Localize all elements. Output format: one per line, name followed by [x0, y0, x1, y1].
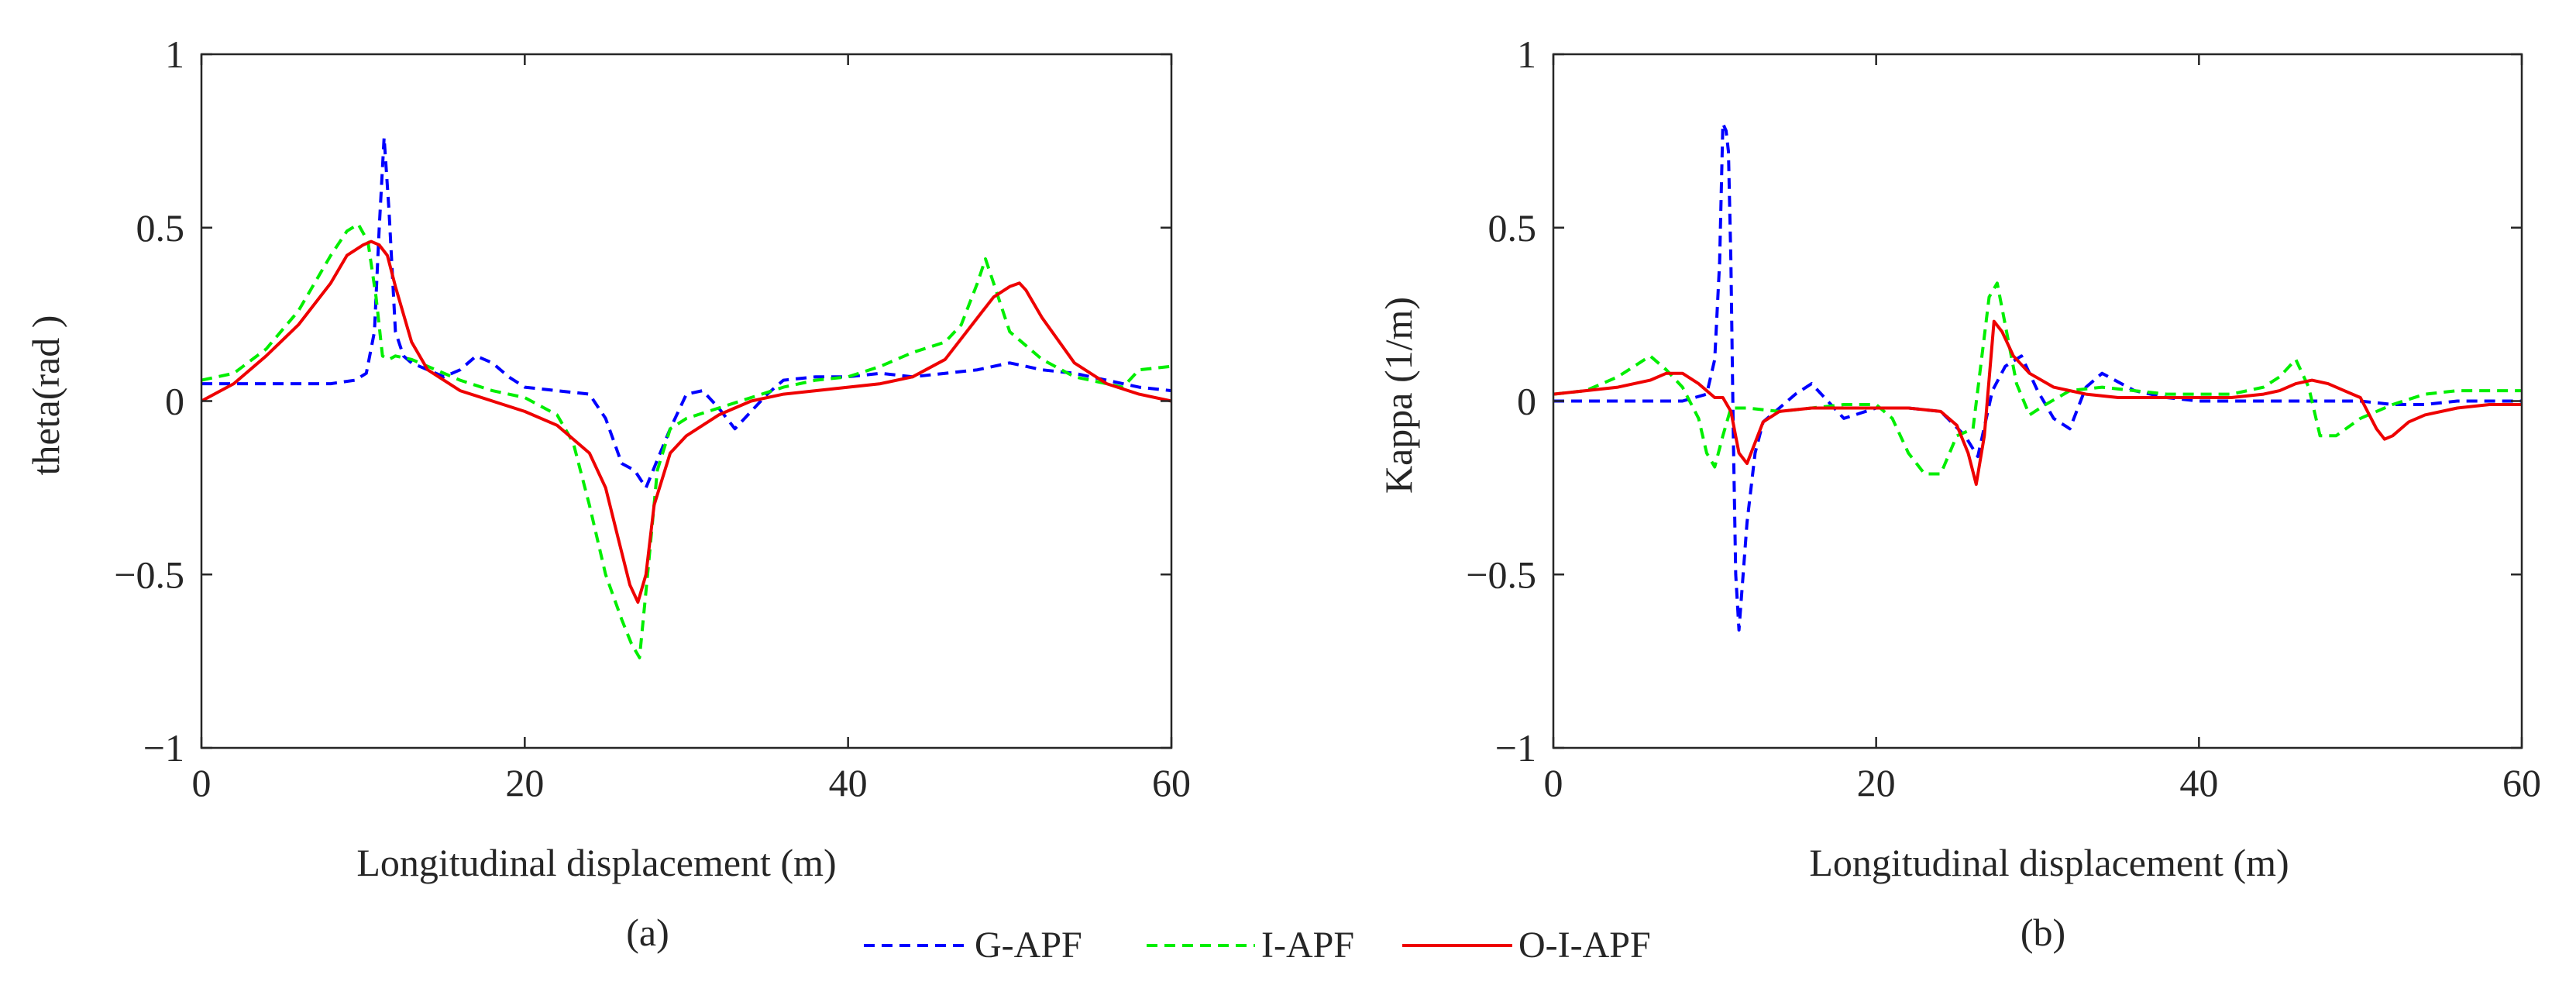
panel-a-ytick-label: 0.5 [136, 206, 185, 250]
panel-a-series-g-apf [201, 136, 1172, 490]
panel-a-xtick-label: 20 [505, 761, 544, 804]
panel-a-ytick-label: 0 [165, 380, 184, 423]
legend: G-APF I-APF O-I-APF [864, 925, 1651, 966]
panel-b-ytick-label: −1 [1495, 726, 1536, 770]
panel-b-caption: (b) [2021, 911, 2065, 954]
panel-b-xtick-label: 0 [1544, 761, 1563, 804]
panel-a-ytick-label: −0.5 [114, 553, 184, 596]
panel-a-ytick-label: 1 [165, 33, 184, 76]
panel-b-xtick-label: 40 [2179, 761, 2218, 804]
panel-b-ytick-label: 1 [1517, 33, 1536, 76]
panel-a-ylabel: theta(rad ) [24, 315, 67, 476]
panel-a-xtick-label: 60 [1152, 761, 1191, 804]
panel-a-xlabel: Longitudinal displacement (m) [356, 841, 836, 884]
panel-b-xtick-label: 20 [1857, 761, 1896, 804]
panel-b-xlabel: Longitudinal displacement (m) [1809, 841, 2289, 884]
legend-label-o-i-apf: O-I-APF [1518, 925, 1651, 966]
panel-b-series-o-i-apf [1553, 319, 2522, 486]
panel-a: theta(rad ) Longitudinal displacement (m… [24, 33, 1191, 954]
panel-b-ytick-label: 0.5 [1488, 206, 1537, 250]
panel-b-xtick-label: 60 [2502, 761, 2541, 804]
panel-b-axes-box [1552, 53, 2523, 749]
panel-a-xtick-label: 0 [192, 761, 212, 804]
legend-label-g-apf: G-APF [975, 925, 1082, 966]
panel-a-xtick-label: 40 [829, 761, 868, 804]
panel-a-series-o-i-apf [201, 239, 1172, 604]
panel-b-ytick-label: −0.5 [1466, 553, 1536, 596]
panel-b-ytick-label: 0 [1517, 380, 1536, 423]
panel-b-series-g-apf [1553, 122, 2522, 632]
panel-b-series-i-apf [1553, 281, 2522, 476]
legend-label-i-apf: I-APF [1261, 925, 1354, 966]
panel-b-ylabel: Kappa (1/m) [1377, 297, 1420, 494]
panel-a-axes-box [200, 53, 1173, 749]
panel-a-series-i-apf [201, 222, 1172, 660]
panel-a-caption: (a) [626, 911, 669, 954]
panel-b: Kappa (1/m) Longitudinal displacement (m… [1377, 33, 2541, 954]
panel-a-ytick-label: −1 [143, 726, 184, 770]
